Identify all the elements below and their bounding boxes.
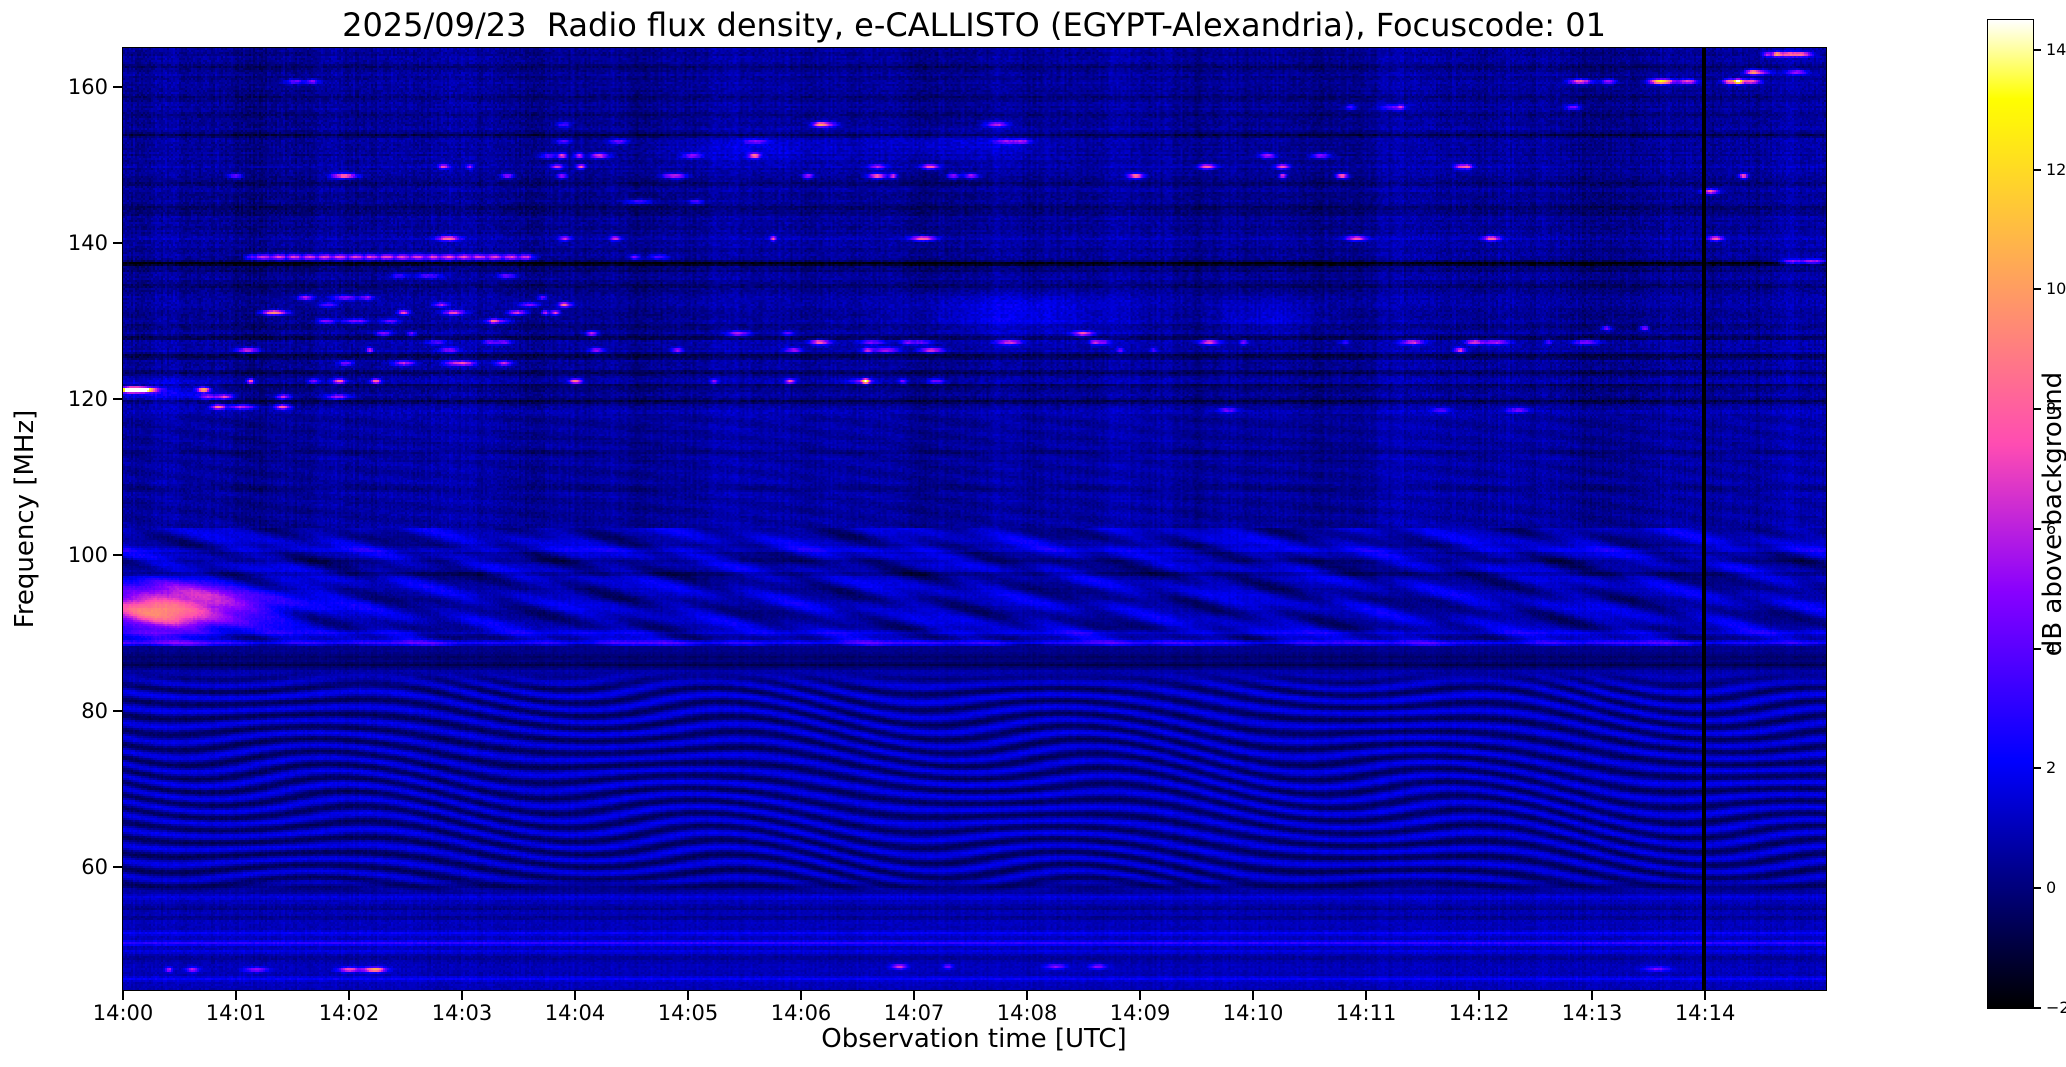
x-tick-mark (1365, 991, 1368, 1000)
x-tick-mark (1139, 991, 1142, 1000)
y-tick-mark (113, 554, 122, 557)
colorbar-tick-mark (2034, 168, 2041, 171)
x-tick-mark (687, 991, 690, 1000)
x-tick-label: 14:05 (657, 1001, 719, 1025)
y-tick-mark (113, 866, 122, 869)
y-tick-label: 100 (67, 543, 108, 568)
y-tick-mark (113, 710, 122, 713)
colorbar-tick-mark (2034, 647, 2041, 650)
x-tick-mark (122, 991, 124, 1000)
x-tick-label: 14:12 (1448, 1001, 1510, 1025)
x-tick-label: 14:11 (1335, 1001, 1397, 1025)
x-tick-label: 14:10 (1222, 1001, 1284, 1025)
y-tick-mark (113, 86, 122, 89)
x-tick-label: 14:07 (883, 1001, 945, 1025)
colorbar-tick-mark (2034, 408, 2041, 411)
x-tick-label: 14:06 (770, 1001, 832, 1025)
x-axis-label: Observation time [UTC] (821, 1024, 1127, 1054)
y-tick-label: 80 (81, 699, 108, 724)
y-tick-label: 120 (67, 387, 108, 412)
x-tick-mark (1026, 991, 1029, 1000)
colorbar-tick-label: −2 (2046, 998, 2066, 1017)
x-tick-mark (574, 991, 577, 1000)
x-tick-mark (348, 991, 350, 1000)
colorbar-gradient-canvas (1988, 20, 2033, 1008)
colorbar-tick-mark (2034, 527, 2041, 530)
x-tick-mark (235, 991, 237, 1000)
x-tick-mark (461, 991, 464, 1000)
x-tick-label: 14:00 (92, 1001, 154, 1025)
colorbar-tick-label: 4 (2046, 638, 2057, 658)
y-tick-mark (113, 242, 122, 245)
x-tick-mark (1704, 991, 1707, 1000)
colorbar-tick-label: 0 (2046, 878, 2057, 898)
x-tick-label: 14:02 (318, 1001, 380, 1025)
y-tick-mark (113, 398, 122, 401)
x-tick-label: 14:13 (1561, 1001, 1623, 1025)
y-tick-label: 140 (67, 231, 108, 256)
colorbar-tick-label: 12 (2046, 159, 2066, 179)
x-tick-label: 14:01 (205, 1001, 267, 1025)
y-tick-label: 160 (67, 75, 108, 100)
x-tick-mark (913, 991, 916, 1000)
x-tick-label: 14:09 (1109, 1001, 1171, 1025)
x-tick-label: 14:14 (1674, 1001, 1736, 1025)
colorbar-tick-mark (2034, 48, 2041, 51)
x-tick-mark (800, 991, 803, 1000)
x-tick-mark (1478, 991, 1481, 1000)
colorbar-tick-mark (2034, 1007, 2041, 1009)
y-tick-label: 60 (81, 855, 108, 880)
colorbar-tick-mark (2034, 767, 2041, 770)
x-tick-label: 14:08 (996, 1001, 1058, 1025)
colorbar-tick-label: 14 (2046, 39, 2066, 59)
x-tick-mark (1252, 991, 1255, 1000)
colorbar (1987, 19, 2034, 1009)
colorbar-tick-mark (2034, 288, 2041, 291)
colorbar-tick-label: 8 (2046, 399, 2057, 419)
colorbar-tick-label: 10 (2046, 279, 2066, 299)
colorbar-tick-mark (2034, 887, 2041, 890)
y-axis-label: Frequency [MHz] (10, 409, 40, 629)
x-tick-mark (1591, 991, 1594, 1000)
colorbar-tick-label: 2 (2046, 758, 2057, 778)
chart-title: 2025/09/23 Radio flux density, e-CALLIST… (342, 6, 1606, 44)
x-tick-label: 14:03 (431, 1001, 493, 1025)
spectrogram-canvas (123, 48, 1826, 990)
x-tick-label: 14:04 (544, 1001, 606, 1025)
colorbar-tick-label: 6 (2046, 518, 2057, 538)
plot-area (122, 47, 1827, 991)
